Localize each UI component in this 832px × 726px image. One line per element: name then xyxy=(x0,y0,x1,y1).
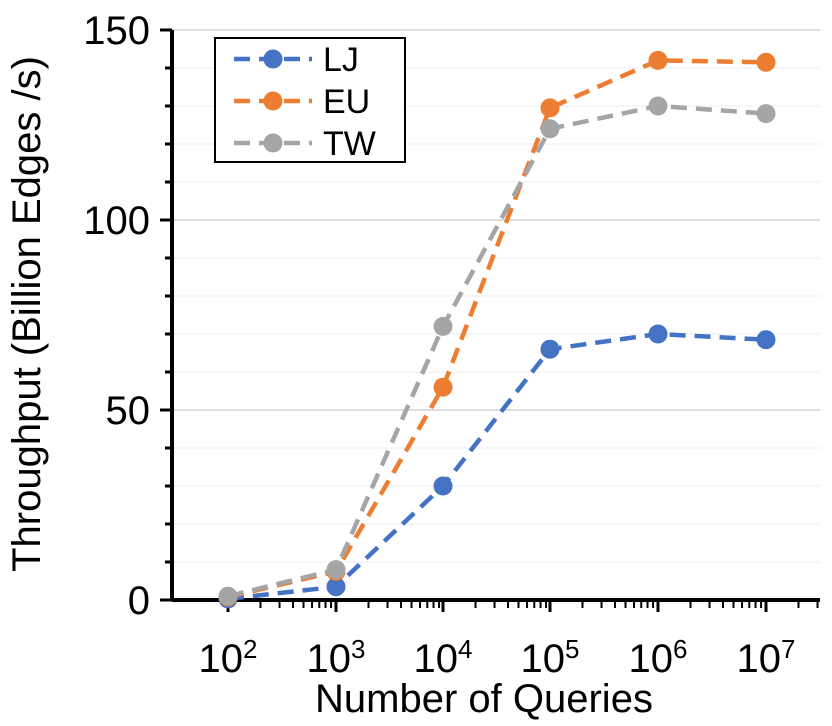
data-point-lj xyxy=(326,577,346,597)
x-axis-title: Number of Queries xyxy=(315,677,653,721)
series-line-tw xyxy=(227,103,767,599)
data-point-lj xyxy=(648,324,668,344)
y-tick-label: 0 xyxy=(128,579,150,623)
data-point-tw xyxy=(756,104,776,124)
x-tick-label: 104 xyxy=(414,634,473,681)
y-tick-label: 150 xyxy=(83,9,150,53)
legend-label-lj: LJ xyxy=(323,41,359,79)
x-tick-label: 106 xyxy=(629,634,688,681)
series-layer xyxy=(218,50,776,609)
data-point-tw xyxy=(433,316,453,336)
legend-marker-lj xyxy=(263,49,283,69)
data-point-lj xyxy=(540,339,560,359)
data-point-tw xyxy=(218,586,238,606)
data-point-eu xyxy=(648,50,668,70)
legend-label-tw: TW xyxy=(323,125,376,163)
series-line-lj xyxy=(227,331,767,602)
x-tick-label: 105 xyxy=(521,634,580,681)
x-tick-label: 102 xyxy=(199,634,258,681)
data-point-lj xyxy=(433,476,453,496)
data-point-eu xyxy=(756,52,776,72)
legend-marker-eu xyxy=(263,91,283,111)
data-point-tw xyxy=(540,119,560,139)
legend: LJ EU TW xyxy=(214,37,406,163)
tick-labels: 0 50 100 150 102 103 104 105 106 107 xyxy=(83,9,795,681)
data-point-tw xyxy=(648,96,668,116)
y-tick-label: 100 xyxy=(83,199,150,243)
y-axis-title: Throughput (Billion Edges /s) xyxy=(5,56,49,572)
legend-label-eu: EU xyxy=(323,83,370,121)
axes xyxy=(160,28,820,612)
x-tick-label: 103 xyxy=(307,634,366,681)
series-line-eu xyxy=(227,58,767,600)
y-tick-label: 50 xyxy=(106,389,151,433)
data-point-tw xyxy=(326,560,346,580)
legend-marker-tw xyxy=(263,133,283,153)
data-point-lj xyxy=(756,330,776,350)
data-point-eu xyxy=(540,98,560,118)
data-point-eu xyxy=(433,377,453,397)
x-tick-label: 107 xyxy=(737,634,796,681)
